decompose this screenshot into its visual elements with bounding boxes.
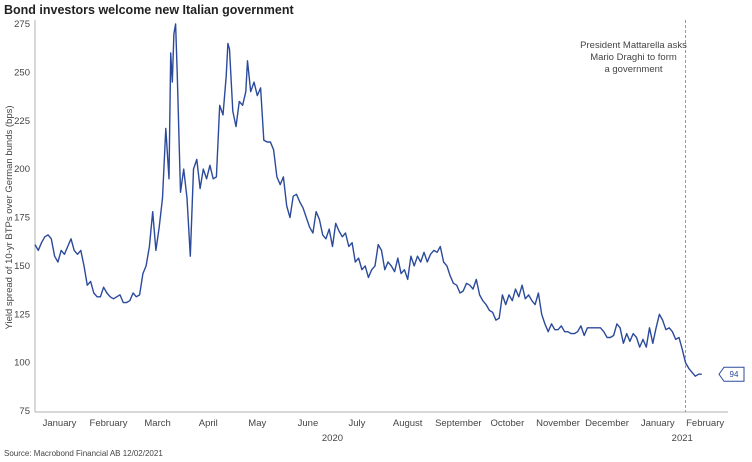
x-tick-label: February [90, 418, 128, 429]
x-tick-label: October [490, 418, 524, 429]
y-tick-label: 275 [14, 19, 30, 30]
x-tick-label: December [585, 418, 629, 429]
source-note: Source: Macrobond Financial AB 12/02/202… [4, 449, 163, 458]
annotation-line-2: Mario Draghi to form [590, 52, 677, 63]
annotation-line-1: President Mattarella asks [580, 40, 687, 51]
y-tick-label: 75 [19, 406, 30, 417]
y-tick-label: 225 [14, 116, 30, 127]
x-tick-label: September [435, 418, 481, 429]
y-tick-label: 200 [14, 164, 30, 175]
x-axis-ticks: January February March April May June July Augu… [43, 418, 725, 429]
chart-title: Bond investors welcome new Italian gover… [4, 3, 294, 17]
y-tick-label: 150 [14, 261, 30, 272]
y-tick-label: 125 [14, 309, 30, 320]
annotation-line-3: a government [604, 64, 662, 75]
series-line [34, 23, 702, 377]
x-tick-label: March [144, 418, 170, 429]
last-value-label: 94 [730, 370, 739, 379]
y-axis-ticks: 75 100 125 150 175 200 225 250 275 [14, 19, 30, 417]
x-tick-label: November [536, 418, 580, 429]
year-label: 2020 [322, 433, 343, 444]
last-value-marker: 94 [718, 366, 745, 382]
x-tick-label: January [641, 418, 675, 429]
x-tick-label: August [393, 418, 423, 429]
x-tick-label: April [199, 418, 218, 429]
year-labels: 2020 2021 [322, 433, 693, 444]
x-tick-label: July [349, 418, 366, 429]
year-label: 2021 [672, 433, 693, 444]
y-tick-label: 250 [14, 67, 30, 78]
y-axis-label: Yield spread of 10-yr BTPs over German b… [4, 105, 15, 329]
x-tick-label: June [298, 418, 319, 429]
y-tick-label: 100 [14, 358, 30, 369]
last-value-box [718, 366, 745, 382]
y-tick-label: 175 [14, 213, 30, 224]
x-tick-label: February [686, 418, 724, 429]
x-tick-label: January [43, 418, 77, 429]
x-tick-label: May [248, 418, 266, 429]
